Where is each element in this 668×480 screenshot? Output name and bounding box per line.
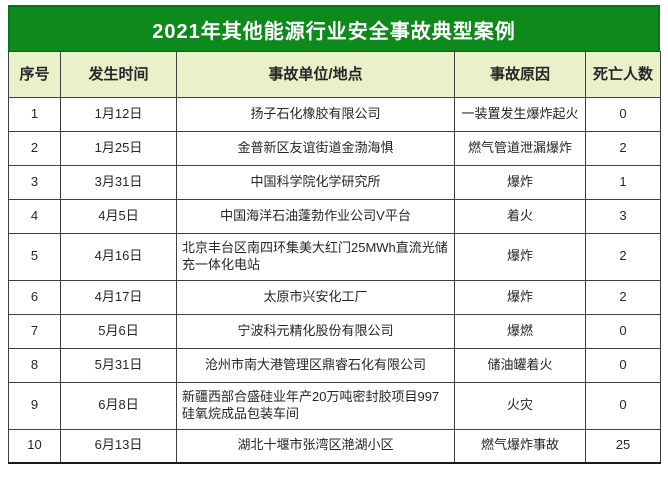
cell-index: 2 [8,131,61,166]
col-header-index: 序号 [8,51,61,98]
cell-cause: 爆炸 [454,279,586,315]
cell-deaths: 2 [585,131,661,166]
table-row: 8 5月31日 沧州市南大港管理区鼎睿石化有限公司 储油罐着火 0 [8,347,661,383]
table-row: 3 3月31日 中国科学院化学研究所 爆炸 1 [8,165,661,200]
cell-index: 5 [8,233,61,281]
cell-date: 4月16日 [60,233,177,281]
cell-date: 4月5日 [60,199,177,234]
cell-date: 5月31日 [60,347,177,383]
cell-cause: 爆燃 [454,313,586,349]
cell-index: 3 [8,165,61,200]
cell-unit-location: 中国科学院化学研究所 [176,165,455,200]
cell-date: 4月17日 [60,279,177,315]
cell-unit-location: 太原市兴安化工厂 [176,279,455,315]
table-row: 5 4月16日 北京丰台区南四环集美大红门25MWh直流光储充一体化电站 爆炸 … [8,233,661,281]
cell-unit-location: 沧州市南大港管理区鼎睿石化有限公司 [176,347,455,383]
cell-index: 1 [8,97,61,132]
cell-index: 4 [8,199,61,234]
cell-deaths: 0 [585,381,661,430]
table-row: 1 1月12日 扬子石化橡胶有限公司 一装置发生爆炸起火 0 [8,97,661,132]
table-row: 4 4月5日 中国海洋石油蓬勃作业公司V平台 着火 3 [8,199,661,234]
cell-date: 1月25日 [60,131,177,166]
table-row: 7 5月6日 宁波科元精化股份有限公司 爆燃 0 [8,313,661,349]
table-row: 6 4月17日 太原市兴安化工厂 爆炸 2 [8,279,661,315]
cell-unit-location: 新疆西部合盛硅业年产20万吨密封胶项目997硅氧烷成品包装车间 [176,381,455,430]
cell-cause: 燃气管道泄漏爆炸 [454,131,586,166]
cell-date: 6月13日 [60,428,177,464]
cell-unit-location: 宁波科元精化股份有限公司 [176,313,455,349]
cell-cause: 火灾 [454,381,586,430]
cell-index: 9 [8,381,61,430]
cell-deaths: 25 [585,428,661,464]
cell-deaths: 2 [585,233,661,281]
cell-index: 6 [8,279,61,315]
cell-deaths: 0 [585,313,661,349]
cell-cause: 着火 [454,199,586,234]
cell-unit-location: 扬子石化橡胶有限公司 [176,97,455,132]
table-row: 10 6月13日 湖北十堰市张湾区滟湖小区 燃气爆炸事故 25 [8,428,661,464]
col-header-cause: 事故原因 [454,51,586,98]
table-header-row: 序号 发生时间 事故单位/地点 事故原因 死亡人数 [8,51,661,98]
cell-index: 7 [8,313,61,349]
accidents-table: 序号 发生时间 事故单位/地点 事故原因 死亡人数 1 1月12日 扬子石化橡胶… [8,51,661,465]
cell-deaths: 3 [585,199,661,234]
cell-cause: 一装置发生爆炸起火 [454,97,586,132]
cell-unit-location: 金普新区友谊街道金渤海惧 [176,131,455,166]
col-header-date: 发生时间 [60,51,177,98]
cell-date: 6月8日 [60,381,177,430]
cell-date: 3月31日 [60,165,177,200]
cell-date: 1月12日 [60,97,177,132]
cell-deaths: 1 [585,165,661,200]
cell-date: 5月6日 [60,313,177,349]
cell-deaths: 0 [585,347,661,383]
cell-cause: 燃气爆炸事故 [454,428,586,464]
cell-index: 8 [8,347,61,383]
title-banner: 2021年其他能源行业安全事故典型案例 [8,5,660,51]
cell-unit-location: 中国海洋石油蓬勃作业公司V平台 [176,199,455,234]
table-row: 9 6月8日 新疆西部合盛硅业年产20万吨密封胶项目997硅氧烷成品包装车间 火… [8,381,661,430]
cell-cause: 爆炸 [454,233,586,281]
cell-cause: 储油罐着火 [454,347,586,383]
page-title: 2021年其他能源行业安全事故典型案例 [152,20,516,43]
cell-unit-location: 湖北十堰市张湾区滟湖小区 [176,428,455,464]
cell-cause: 爆炸 [454,165,586,200]
cell-deaths: 0 [585,97,661,132]
col-header-deaths: 死亡人数 [585,51,661,98]
cell-deaths: 2 [585,279,661,315]
col-header-unit-location: 事故单位/地点 [176,51,455,98]
cell-index: 10 [8,428,61,464]
cell-unit-location: 北京丰台区南四环集美大红门25MWh直流光储充一体化电站 [176,233,455,281]
table-row: 2 1月25日 金普新区友谊街道金渤海惧 燃气管道泄漏爆炸 2 [8,131,661,166]
accident-table-panel: 2021年其他能源行业安全事故典型案例 序号 发生时间 事故单位/地点 事故原因… [8,5,661,465]
